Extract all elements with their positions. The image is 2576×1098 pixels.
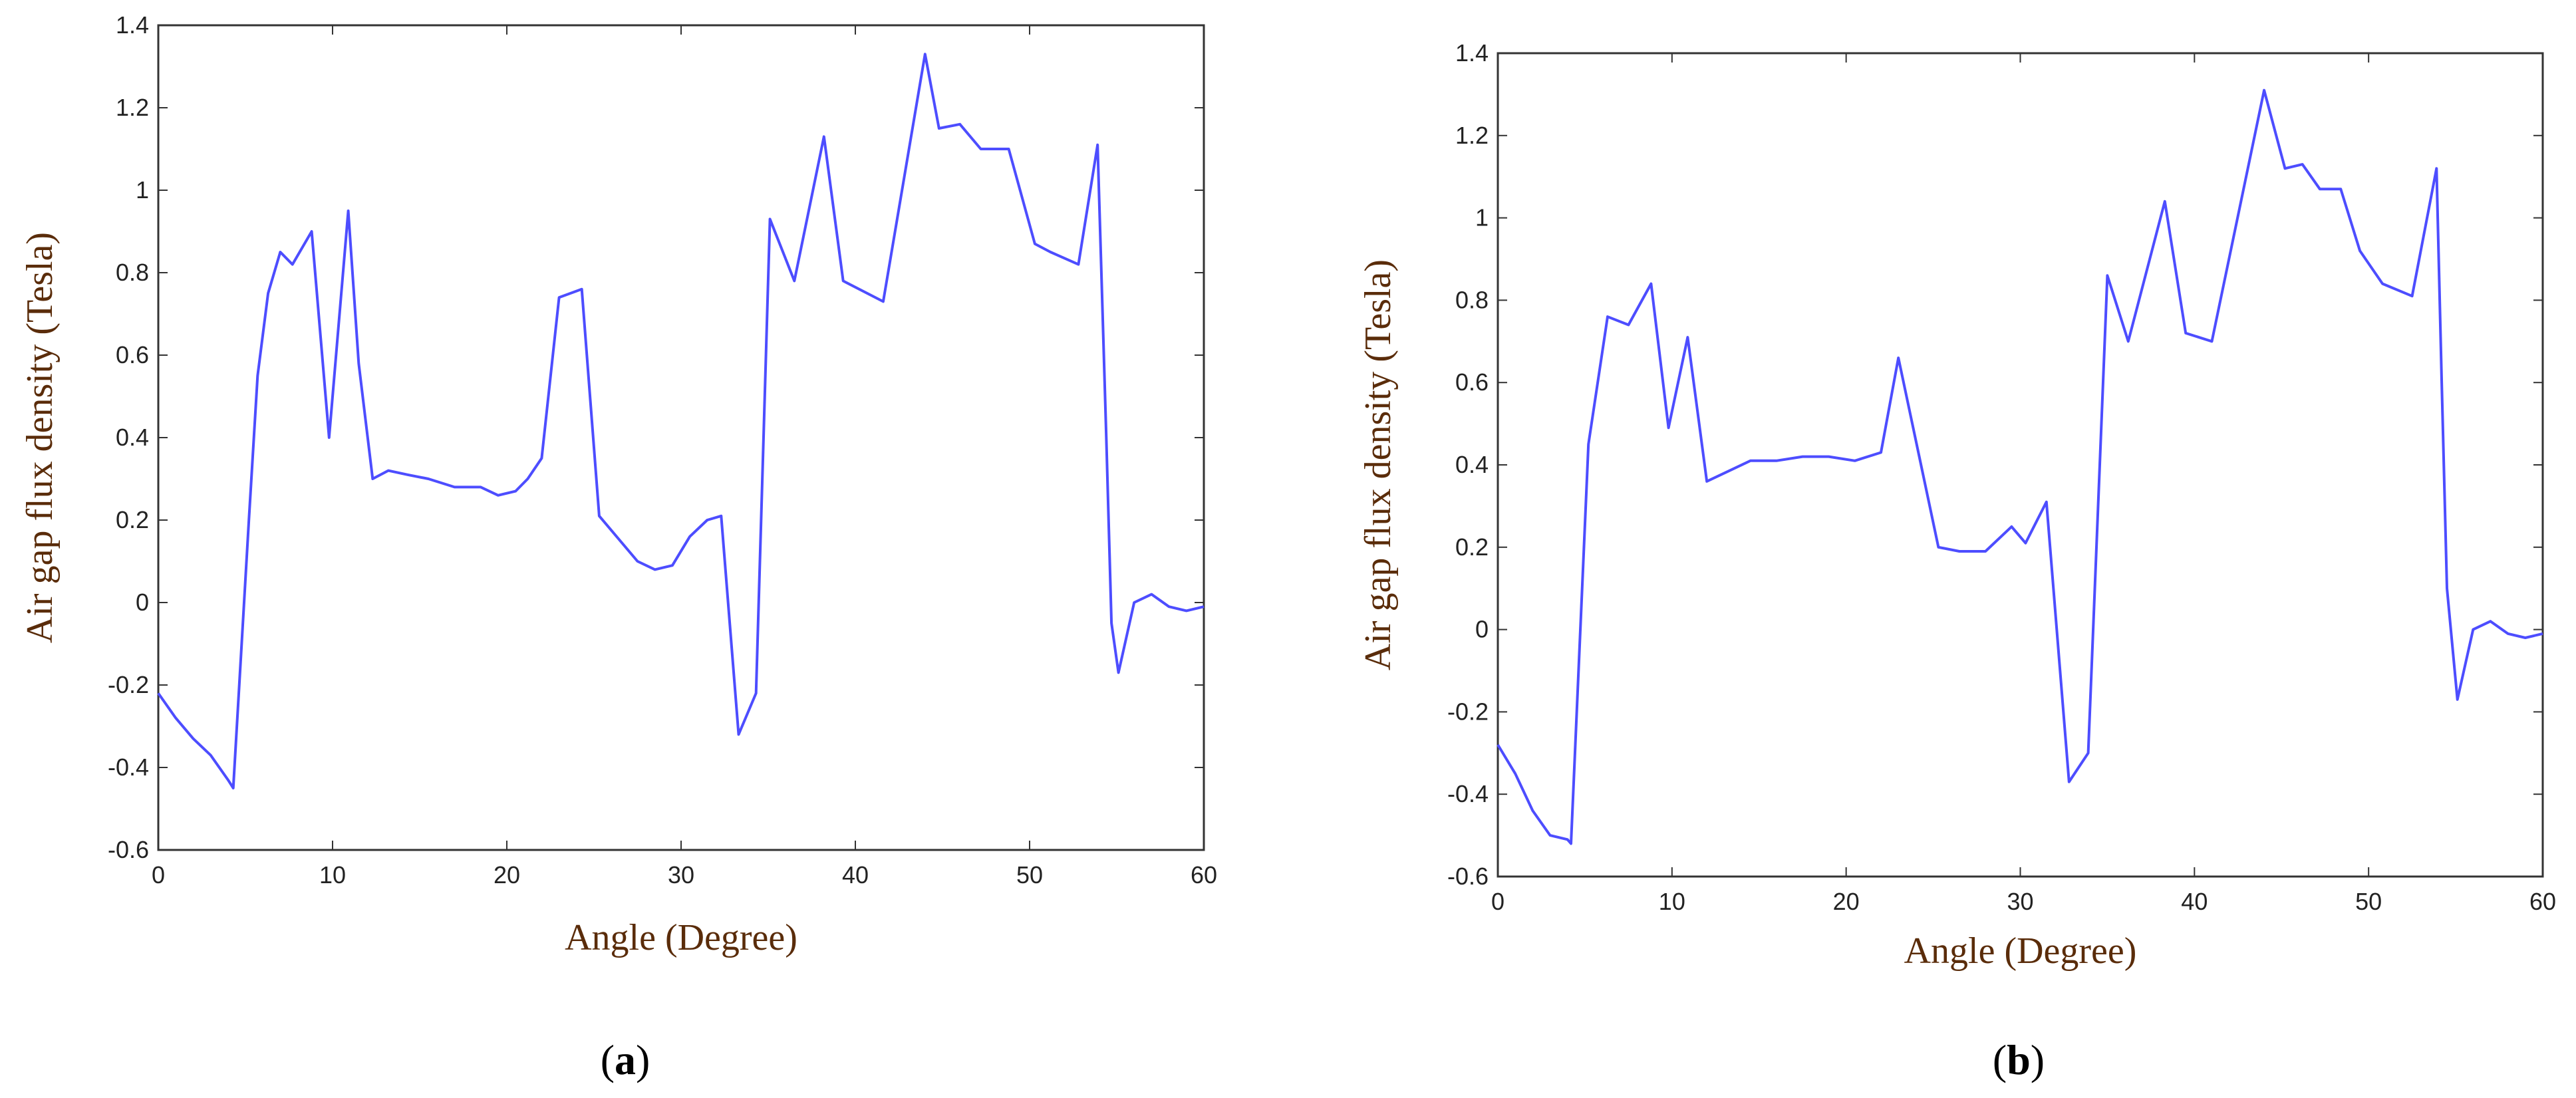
y-tick-label: 0.2 [116,506,149,533]
y-tick-label: 0 [136,589,149,616]
plot-frame [157,24,1205,851]
y-tick-label: 0.8 [1455,286,1489,313]
panel-caption: (b) [1993,1036,2045,1083]
plot-frame [1497,52,2544,878]
x-tick-label: 0 [152,861,165,889]
x-tick-label: 20 [494,861,520,889]
x-tick-label: 50 [1016,861,1043,889]
y-tick-label: 0 [1475,616,1489,643]
x-tick-label: 30 [668,861,694,889]
y-tick-label: -0.4 [1447,780,1489,807]
x-tick-label: 60 [2529,888,2556,915]
y-tick-label: -0.6 [108,836,149,863]
panel-letter: a [615,1036,636,1083]
y-tick-label: 1 [136,176,149,204]
y-tick-label: 1.4 [116,11,149,39]
y-tick-label: -0.2 [108,671,149,698]
y-axis-title: Air gap flux density (Tesla) [19,232,61,643]
y-tick-label: -0.4 [108,754,149,781]
y-tick-label: 1.2 [1455,122,1489,149]
x-tick-label: 50 [2355,888,2382,915]
y-tick-label: 0.6 [116,341,149,368]
y-tick-label: -0.2 [1447,698,1489,725]
y-tick-label: 0.6 [1455,368,1489,396]
x-tick-label: 10 [1659,888,1685,915]
chart-panel-a: -0.6 -0.4 -0.2 0 0.2 0.4 0.6 0.8 1 1.2 1.4 0 10 20 30 4… [19,11,1217,1083]
x-tick-label: 30 [2007,888,2033,915]
chart-panel-b: -0.6 -0.4 -0.2 0 0.2 0.4 0.6 0.8 1 1.2 1.4 0 10 20 30 4… [1358,39,2556,1083]
x-tick-label: 60 [1191,861,1217,889]
x-axis-title: Angle (Degree) [565,917,797,958]
series-line [1497,88,2543,845]
y-tick-label: 0.8 [116,259,149,286]
y-tick-label: -0.6 [1447,863,1489,890]
x-tick-label: 20 [1833,888,1860,915]
x-tick-label: 40 [2181,888,2208,915]
y-tick-label: 0.4 [116,424,149,451]
y-tick-label: 1 [1475,204,1489,231]
panel-caption: (a) [601,1036,650,1083]
y-tick-label: 1.4 [1455,39,1489,67]
y-tick-label: 0.4 [1455,451,1489,478]
panel-letter: b [2007,1036,2031,1083]
x-axis-title: Angle (Degree) [1904,930,2137,972]
y-tick-label: 1.2 [116,94,149,121]
x-tick-label: 0 [1491,888,1504,915]
x-tick-label: 10 [319,861,346,889]
x-tick-label: 40 [842,861,869,889]
y-tick-label: 0.2 [1455,533,1489,561]
series-line [157,53,1205,789]
y-axis-title: Air gap flux density (Tesla) [1358,259,1399,670]
